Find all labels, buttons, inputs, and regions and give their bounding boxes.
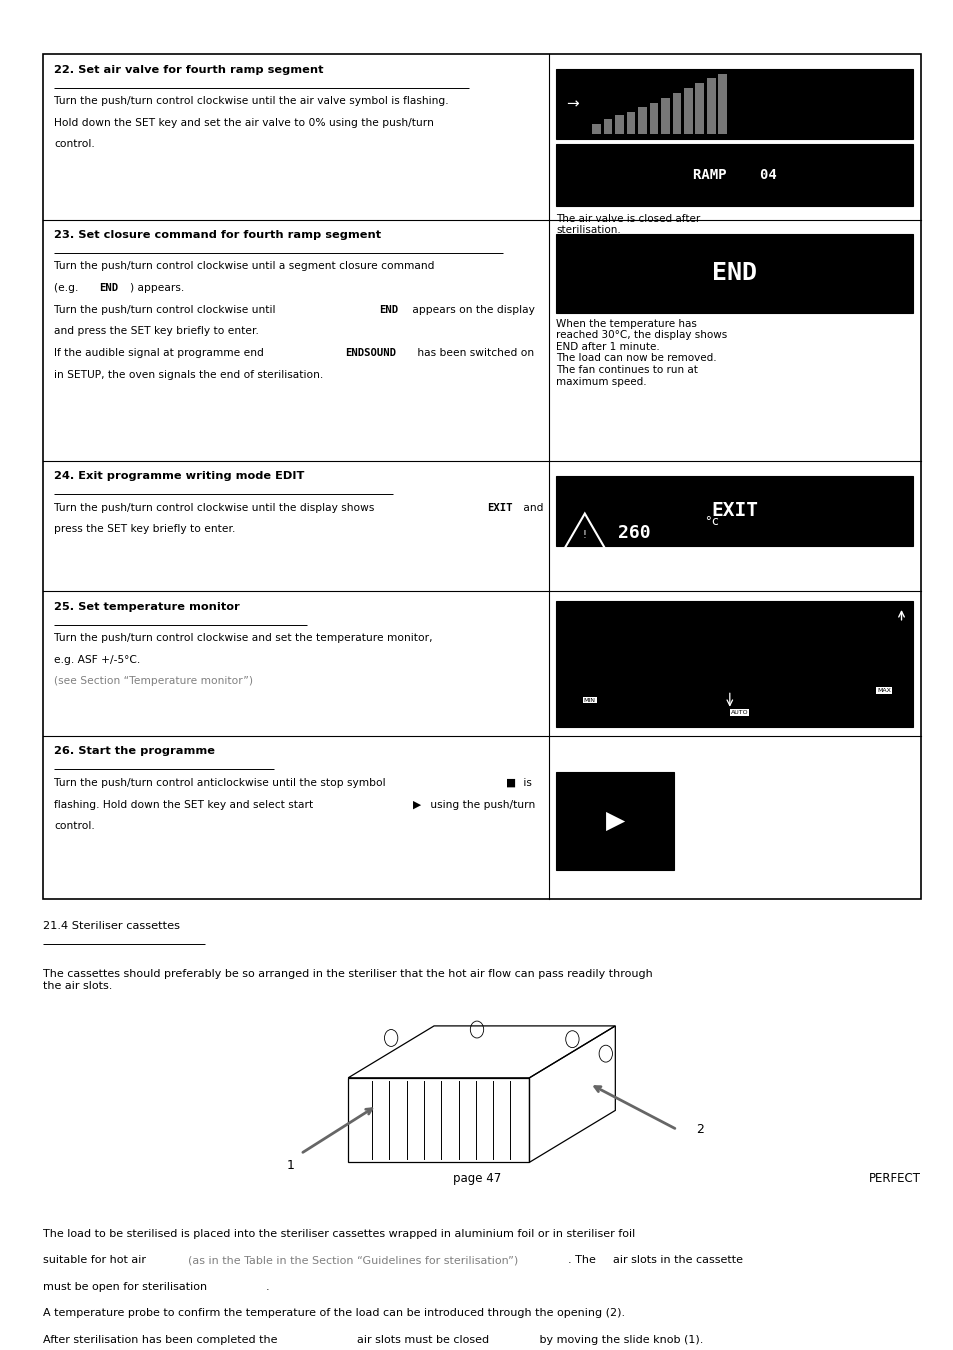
Text: A temperature probe to confirm the temperature of the load can be introduced thr: A temperature probe to confirm the tempe… xyxy=(43,1308,624,1319)
Text: Turn the push/turn control clockwise until: Turn the push/turn control clockwise unt… xyxy=(54,305,279,315)
Bar xyxy=(556,772,673,869)
Bar xyxy=(706,78,715,134)
Text: 22. Set air valve for fourth ramp segment: 22. Set air valve for fourth ramp segmen… xyxy=(54,65,323,74)
Text: 260: 260 xyxy=(618,524,650,543)
Bar xyxy=(649,103,658,134)
Text: flashing. Hold down the SET key and select start: flashing. Hold down the SET key and sele… xyxy=(54,799,316,810)
Text: 26. Start the programme: 26. Start the programme xyxy=(54,747,215,756)
Bar xyxy=(638,108,646,134)
Bar xyxy=(603,120,612,134)
Text: 24. Exit programme writing mode EDIT: 24. Exit programme writing mode EDIT xyxy=(54,471,304,482)
Text: ▶: ▶ xyxy=(413,799,421,810)
Text: suitable for hot air: suitable for hot air xyxy=(43,1256,150,1265)
Text: EXIT: EXIT xyxy=(487,502,513,513)
Bar xyxy=(695,84,703,134)
Text: 25. Set temperature monitor: 25. Set temperature monitor xyxy=(54,602,240,612)
Text: Turn the push/turn control clockwise and set the temperature monitor,: Turn the push/turn control clockwise and… xyxy=(54,633,433,643)
Text: control.: control. xyxy=(54,139,95,150)
Text: ) appears.: ) appears. xyxy=(130,284,184,293)
Text: !: ! xyxy=(582,531,586,540)
Bar xyxy=(556,601,912,726)
Text: 1: 1 xyxy=(287,1158,294,1172)
Bar xyxy=(556,234,912,313)
Text: control.: control. xyxy=(54,821,95,832)
Text: has been switched on: has been switched on xyxy=(414,348,534,358)
Text: .: . xyxy=(266,1281,270,1292)
Text: EXIT: EXIT xyxy=(710,501,758,520)
Text: using the push/turn: using the push/turn xyxy=(427,799,535,810)
Text: appears on the display: appears on the display xyxy=(409,305,535,315)
Text: by moving the slide knob (1).: by moving the slide knob (1). xyxy=(536,1335,702,1345)
Bar xyxy=(718,74,726,134)
Text: AUTO: AUTO xyxy=(730,710,747,714)
Text: Turn the push/turn control clockwise until a segment closure command: Turn the push/turn control clockwise unt… xyxy=(54,262,435,271)
Text: RAMP    04: RAMP 04 xyxy=(692,167,776,182)
Text: must be open for sterilisation: must be open for sterilisation xyxy=(43,1281,207,1292)
Bar xyxy=(683,88,692,134)
Text: page 47: page 47 xyxy=(453,1172,500,1185)
Text: 23. Set closure command for fourth ramp segment: 23. Set closure command for fourth ramp … xyxy=(54,230,381,240)
Text: 2: 2 xyxy=(696,1123,703,1137)
Text: Turn the push/turn control clockwise until the air valve symbol is flashing.: Turn the push/turn control clockwise unt… xyxy=(54,96,449,105)
Bar xyxy=(615,115,623,134)
Text: END: END xyxy=(378,305,397,315)
Text: After sterilisation has been completed the: After sterilisation has been completed t… xyxy=(43,1335,280,1345)
Bar xyxy=(556,475,912,545)
Text: The load to be sterilised is placed into the steriliser cassettes wrapped in alu: The load to be sterilised is placed into… xyxy=(43,1228,635,1239)
Text: (as in the Table in the Section “Guidelines for sterilisation”): (as in the Table in the Section “Guideli… xyxy=(188,1256,517,1265)
Text: and: and xyxy=(519,502,543,513)
Text: The air valve is closed after
sterilisation.: The air valve is closed after sterilisat… xyxy=(556,213,700,235)
Bar xyxy=(556,69,912,139)
Text: (see Section “Temperature monitor”): (see Section “Temperature monitor”) xyxy=(54,676,253,687)
Text: air slots in the cassette: air slots in the cassette xyxy=(613,1256,742,1265)
Text: 21.4 Steriliser cassettes: 21.4 Steriliser cassettes xyxy=(43,921,180,931)
Text: press the SET key briefly to enter.: press the SET key briefly to enter. xyxy=(54,524,235,535)
Text: MAX: MAX xyxy=(877,688,890,693)
Bar xyxy=(626,112,635,134)
Text: MIN: MIN xyxy=(583,698,595,702)
Text: END: END xyxy=(99,284,118,293)
Bar xyxy=(43,54,920,899)
Text: When the temperature has
reached 30°C, the display shows
END after 1 minute.
The: When the temperature has reached 30°C, t… xyxy=(556,319,727,386)
Bar xyxy=(672,93,680,134)
Text: in SETUP, the oven signals the end of sterilisation.: in SETUP, the oven signals the end of st… xyxy=(54,370,323,379)
Text: . The: . The xyxy=(567,1256,598,1265)
Text: Turn the push/turn control clockwise until the display shows: Turn the push/turn control clockwise unt… xyxy=(54,502,377,513)
Text: END: END xyxy=(711,262,757,285)
Text: (e.g.: (e.g. xyxy=(54,284,82,293)
Text: e.g. ASF +/-5°C.: e.g. ASF +/-5°C. xyxy=(54,655,140,664)
Text: The cassettes should preferably be so arranged in the steriliser that the hot ai: The cassettes should preferably be so ar… xyxy=(43,969,652,991)
Text: →: → xyxy=(565,96,578,111)
Text: PERFECT: PERFECT xyxy=(867,1172,920,1185)
Text: ▶: ▶ xyxy=(605,809,624,833)
Text: Hold down the SET key and set the air valve to 0% using the push/turn: Hold down the SET key and set the air va… xyxy=(54,117,434,128)
Text: air slots must be closed: air slots must be closed xyxy=(356,1335,488,1345)
Text: ■: ■ xyxy=(505,778,515,788)
Text: is: is xyxy=(519,778,531,788)
Text: °c: °c xyxy=(703,514,719,528)
Bar xyxy=(660,97,669,134)
Text: ENDSOUND: ENDSOUND xyxy=(345,348,395,358)
Text: If the audible signal at programme end: If the audible signal at programme end xyxy=(54,348,268,358)
Bar xyxy=(556,143,912,207)
Text: and press the SET key briefly to enter.: and press the SET key briefly to enter. xyxy=(54,327,259,336)
Text: Turn the push/turn control anticlockwise until the stop symbol: Turn the push/turn control anticlockwise… xyxy=(54,778,389,788)
Bar xyxy=(592,124,600,134)
